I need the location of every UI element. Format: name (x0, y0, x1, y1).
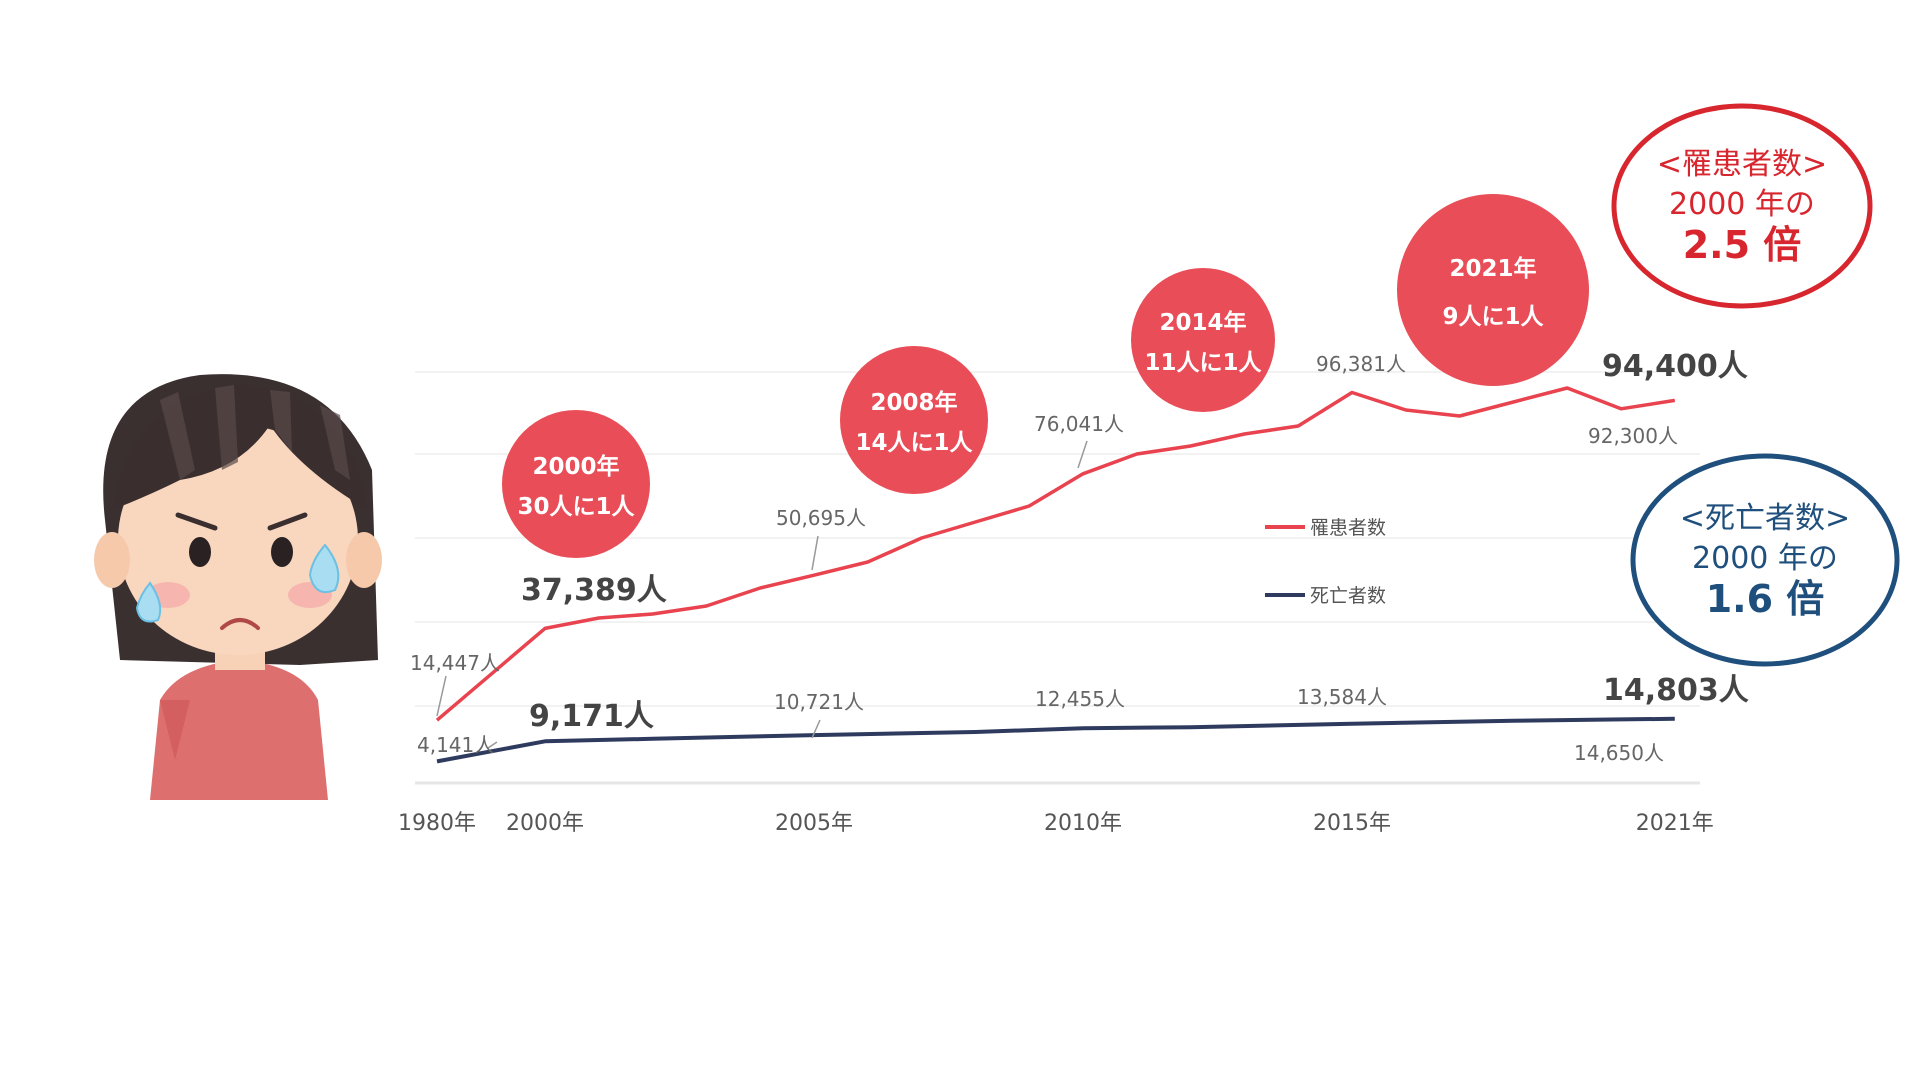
value-leader-line (811, 535, 819, 571)
incidence-value-label: 37,389人 (521, 573, 667, 608)
callout-oval (1611, 103, 1873, 309)
deaths-value-label: 12,455人 (1035, 687, 1125, 711)
x-tick-label: 2010年 (1044, 811, 1122, 836)
deaths-growth-callout: <死亡者数> 2000 年の1.6 倍 (1630, 453, 1900, 667)
value-leader-line (811, 719, 821, 739)
x-tick-label: 2005年 (775, 811, 853, 836)
ratio-bubble: 2000年 30人に1人 (502, 410, 650, 558)
ratio-bubble: 2014年 11人に1人 (1131, 268, 1275, 412)
incidence-value-label: 94,400人 (1602, 349, 1748, 384)
callout-title: <死亡者数> (1680, 501, 1850, 536)
x-tick-label: 2021年 (1636, 811, 1714, 836)
bubble-year: 2008年 (870, 389, 957, 416)
worried-girl-illustration (94, 374, 382, 800)
incidence-value-label: 92,300人 (1588, 424, 1678, 448)
bubble-year: 2014年 (1159, 309, 1246, 336)
bubble-year: 2000年 (532, 453, 619, 480)
bubble-ratio: 14人に1人 (855, 430, 973, 456)
callout-multiplier: 2.5 倍 (1683, 223, 1802, 267)
x-tick-label: 1980年 (398, 811, 476, 836)
x-tick-label: 2000年 (506, 811, 584, 836)
incidence-value-label: 50,695人 (776, 506, 866, 530)
bubble-circle (1131, 268, 1275, 412)
incidence-value-label: 14,447人 (410, 651, 500, 675)
callout-base: 2000 年の (1669, 187, 1815, 222)
bubble-circle (840, 346, 988, 494)
callout-title: <罹患者数> (1657, 147, 1827, 182)
bubble-year: 2021年 (1449, 255, 1536, 282)
x-tick-label: 2015年 (1313, 811, 1391, 836)
incidence-series-line (435, 386, 1676, 722)
incidence-value-label: 76,041人 (1034, 412, 1124, 436)
deaths-series-line (436, 716, 1675, 764)
deaths-value-label: 14,803人 (1603, 673, 1749, 708)
ratio-bubble: 2021年 9人に1人 (1397, 194, 1589, 386)
legend-label: 罹患者数 (1310, 517, 1386, 539)
bubble-ratio: 11人に1人 (1144, 350, 1262, 376)
ratio-bubble: 2008年 14人に1人 (840, 346, 988, 494)
callout-oval (1630, 453, 1900, 667)
value-leader-line (436, 675, 447, 717)
bubble-ratio: 30人に1人 (517, 494, 635, 520)
deaths-value-label: 13,584人 (1297, 685, 1387, 709)
bubble-ratio: 9人に1人 (1442, 304, 1544, 330)
incidence-growth-callout: <罹患者数> 2000 年の2.5 倍 (1611, 103, 1873, 309)
callout-base: 2000 年の (1692, 541, 1838, 576)
deaths-value-label: 4,141人 (417, 733, 494, 757)
value-leader-line (1077, 440, 1088, 469)
value-leader-line (487, 741, 498, 749)
deaths-value-label: 10,721人 (774, 690, 864, 714)
bubble-circle (1397, 194, 1589, 386)
bubble-circle (502, 410, 650, 558)
legend-item-incidence: 罹患者数 (1265, 517, 1386, 539)
incidence-value-label: 96,381人 (1316, 352, 1406, 376)
callout-multiplier: 1.6 倍 (1706, 577, 1825, 621)
deaths-value-label: 9,171人 (529, 699, 654, 734)
legend-item-deaths: 死亡者数 (1265, 585, 1386, 607)
deaths-value-label: 14,650人 (1574, 741, 1664, 765)
legend-label: 死亡者数 (1310, 585, 1386, 607)
